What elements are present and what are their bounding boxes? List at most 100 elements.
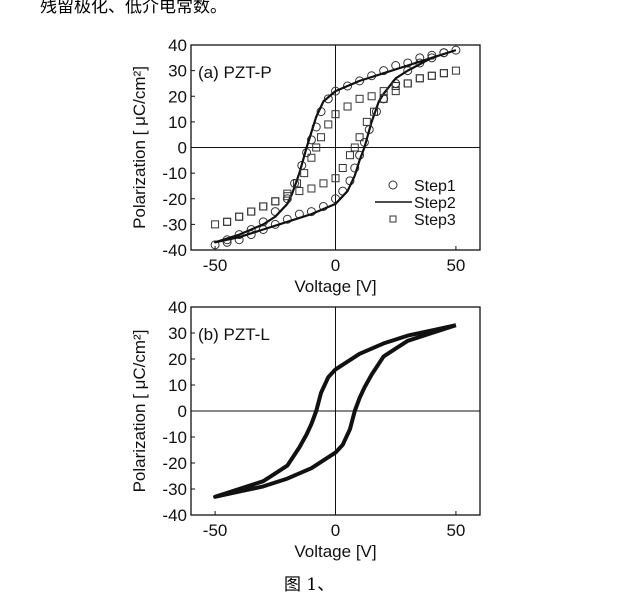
data-point-square [300,169,309,178]
data-point-square [317,133,326,142]
data-point-square [391,82,400,90]
data-point-square [451,66,460,75]
data-point-circle [306,135,316,145]
data-point-square [343,102,352,111]
data-point-square [355,133,364,142]
y-tick-label: 30 [168,324,187,343]
y-tick-label: 10 [168,376,187,395]
body-text-line: 残留极化、低介电常数。 [40,0,227,17]
legend-label: Step3 [414,212,456,229]
y-tick-label: -10 [162,164,187,183]
data-point-square [307,184,316,193]
data-point-circle [350,163,360,173]
y-tick-label: 0 [178,402,187,421]
data-point-square [271,197,280,206]
data-point-square [312,143,321,152]
data-point-square [331,110,340,119]
y-axis-label: Polarization [ μC/cm²] [130,66,149,229]
x-tick-label: -50 [203,521,228,540]
data-point-square [350,143,359,152]
legend-label: Step2 [414,195,456,212]
data-point-circle [323,94,333,104]
data-point-square [307,153,316,162]
legend-circle-icon [388,180,398,190]
y-tick-label: -40 [162,506,187,525]
data-point-square [391,87,400,96]
data-point-square [223,217,232,226]
data-point-square [367,92,376,101]
data-point-square [247,207,256,216]
x-tick-label: 0 [331,521,340,540]
data-point-circle [331,86,340,96]
data-point-circle [343,81,353,91]
data-point-square [223,217,232,226]
data-point-square [439,69,448,78]
data-point-square [403,79,412,88]
y-tick-label: -10 [162,428,187,447]
data-point-circle [234,230,244,240]
data-point-square [292,179,301,188]
y-tick-label: 30 [168,62,187,81]
y-tick-label: -20 [162,454,187,473]
data-point-circle [451,45,461,55]
y-tick-label: -30 [162,480,187,499]
x-axis-label: Voltage [V] [294,542,376,561]
x-tick-label: 0 [331,256,340,275]
data-point-square [259,202,268,211]
y-tick-label: -40 [162,241,187,260]
data-point-circle [355,76,365,86]
data-point-square [415,74,424,83]
y-tick-label: 40 [168,36,187,55]
data-point-square [403,79,412,88]
y-tick-label: 20 [168,350,187,369]
x-axis-label: Voltage [V] [294,277,376,296]
data-point-square [324,120,333,129]
panel-title: (b) PZT-L [198,325,270,344]
series-loop [213,323,457,499]
data-point-square [370,107,379,116]
data-point-square [439,69,448,78]
y-axis-label: Polarization [ μC/cm²] [130,330,149,493]
x-tick-label: 50 [446,256,465,275]
y-tick-label: -30 [162,215,187,234]
data-point-square [271,197,280,206]
data-point-square [295,187,304,196]
data-point-square [283,192,292,201]
x-tick-label: 50 [446,521,465,540]
data-point-square [338,164,347,172]
data-point-square [235,212,244,221]
data-point-square [379,94,388,103]
data-point-circle [379,66,389,76]
legend-label: Step1 [414,178,456,195]
data-point-square [259,202,268,211]
y-tick-label: -20 [162,190,187,209]
legend-square-icon [389,215,397,223]
data-point-square [355,94,364,103]
figure-caption: 图 1、 [284,575,335,595]
data-point-square [247,207,256,216]
data-point-square [211,220,220,229]
chart-b: -40 -30 -20 -10 0 10 20 30 40 -50 0 50 Voltage [V] Po… [130,298,481,561]
data-point-square [345,151,354,160]
data-point-square [362,117,371,126]
data-point-square [319,179,328,188]
data-point-square [235,212,244,221]
data-point-square [379,87,388,96]
y-tick-label: 20 [168,87,187,106]
y-tick-label: 10 [168,113,187,132]
data-point-circle [210,240,220,250]
y-tick-label: 0 [178,139,187,158]
x-tick-label: -50 [203,256,228,275]
y-tick-label: 40 [168,298,187,317]
chart-a: -40 -30 -20 -10 0 10 20 30 40 -50 0 50 Voltage [V] Po… [130,36,481,296]
data-point-square [427,71,436,80]
data-point-circle [427,50,437,60]
data-point-square [427,71,436,80]
series-line [213,323,457,499]
series-step3 [211,66,460,229]
data-point-circle [427,53,437,63]
panel-title: (a) PZT-P [198,63,272,82]
data-point-circle [282,214,292,224]
